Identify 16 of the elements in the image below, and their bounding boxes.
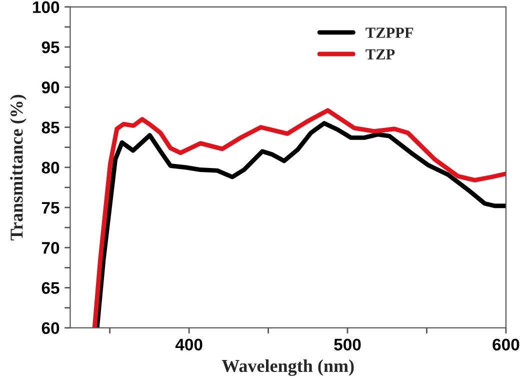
y-axis-title: Transmittance (%) — [10, 94, 26, 240]
y-tick-label: 65 — [42, 282, 60, 294]
y-tick-label: 90 — [42, 82, 60, 94]
y-tick-label: 70 — [42, 242, 60, 254]
y-tick-label: 85 — [42, 122, 60, 134]
y-tick-label: 100 — [33, 1, 60, 14]
y-tick-label: 95 — [42, 41, 60, 54]
y-tick-label: 60 — [42, 322, 60, 334]
y-tick-label: 75 — [42, 202, 60, 214]
y-tick-label: 80 — [42, 162, 60, 174]
x-axis-title: Wavelength (nm) — [222, 359, 354, 376]
x-tick-label: 600 — [492, 338, 520, 351]
legend-label: TZPPF — [366, 28, 414, 38]
legend-label: TZP — [366, 49, 395, 60]
x-tick-label: 400 — [175, 338, 202, 351]
x-tick-label: 500 — [334, 338, 361, 351]
